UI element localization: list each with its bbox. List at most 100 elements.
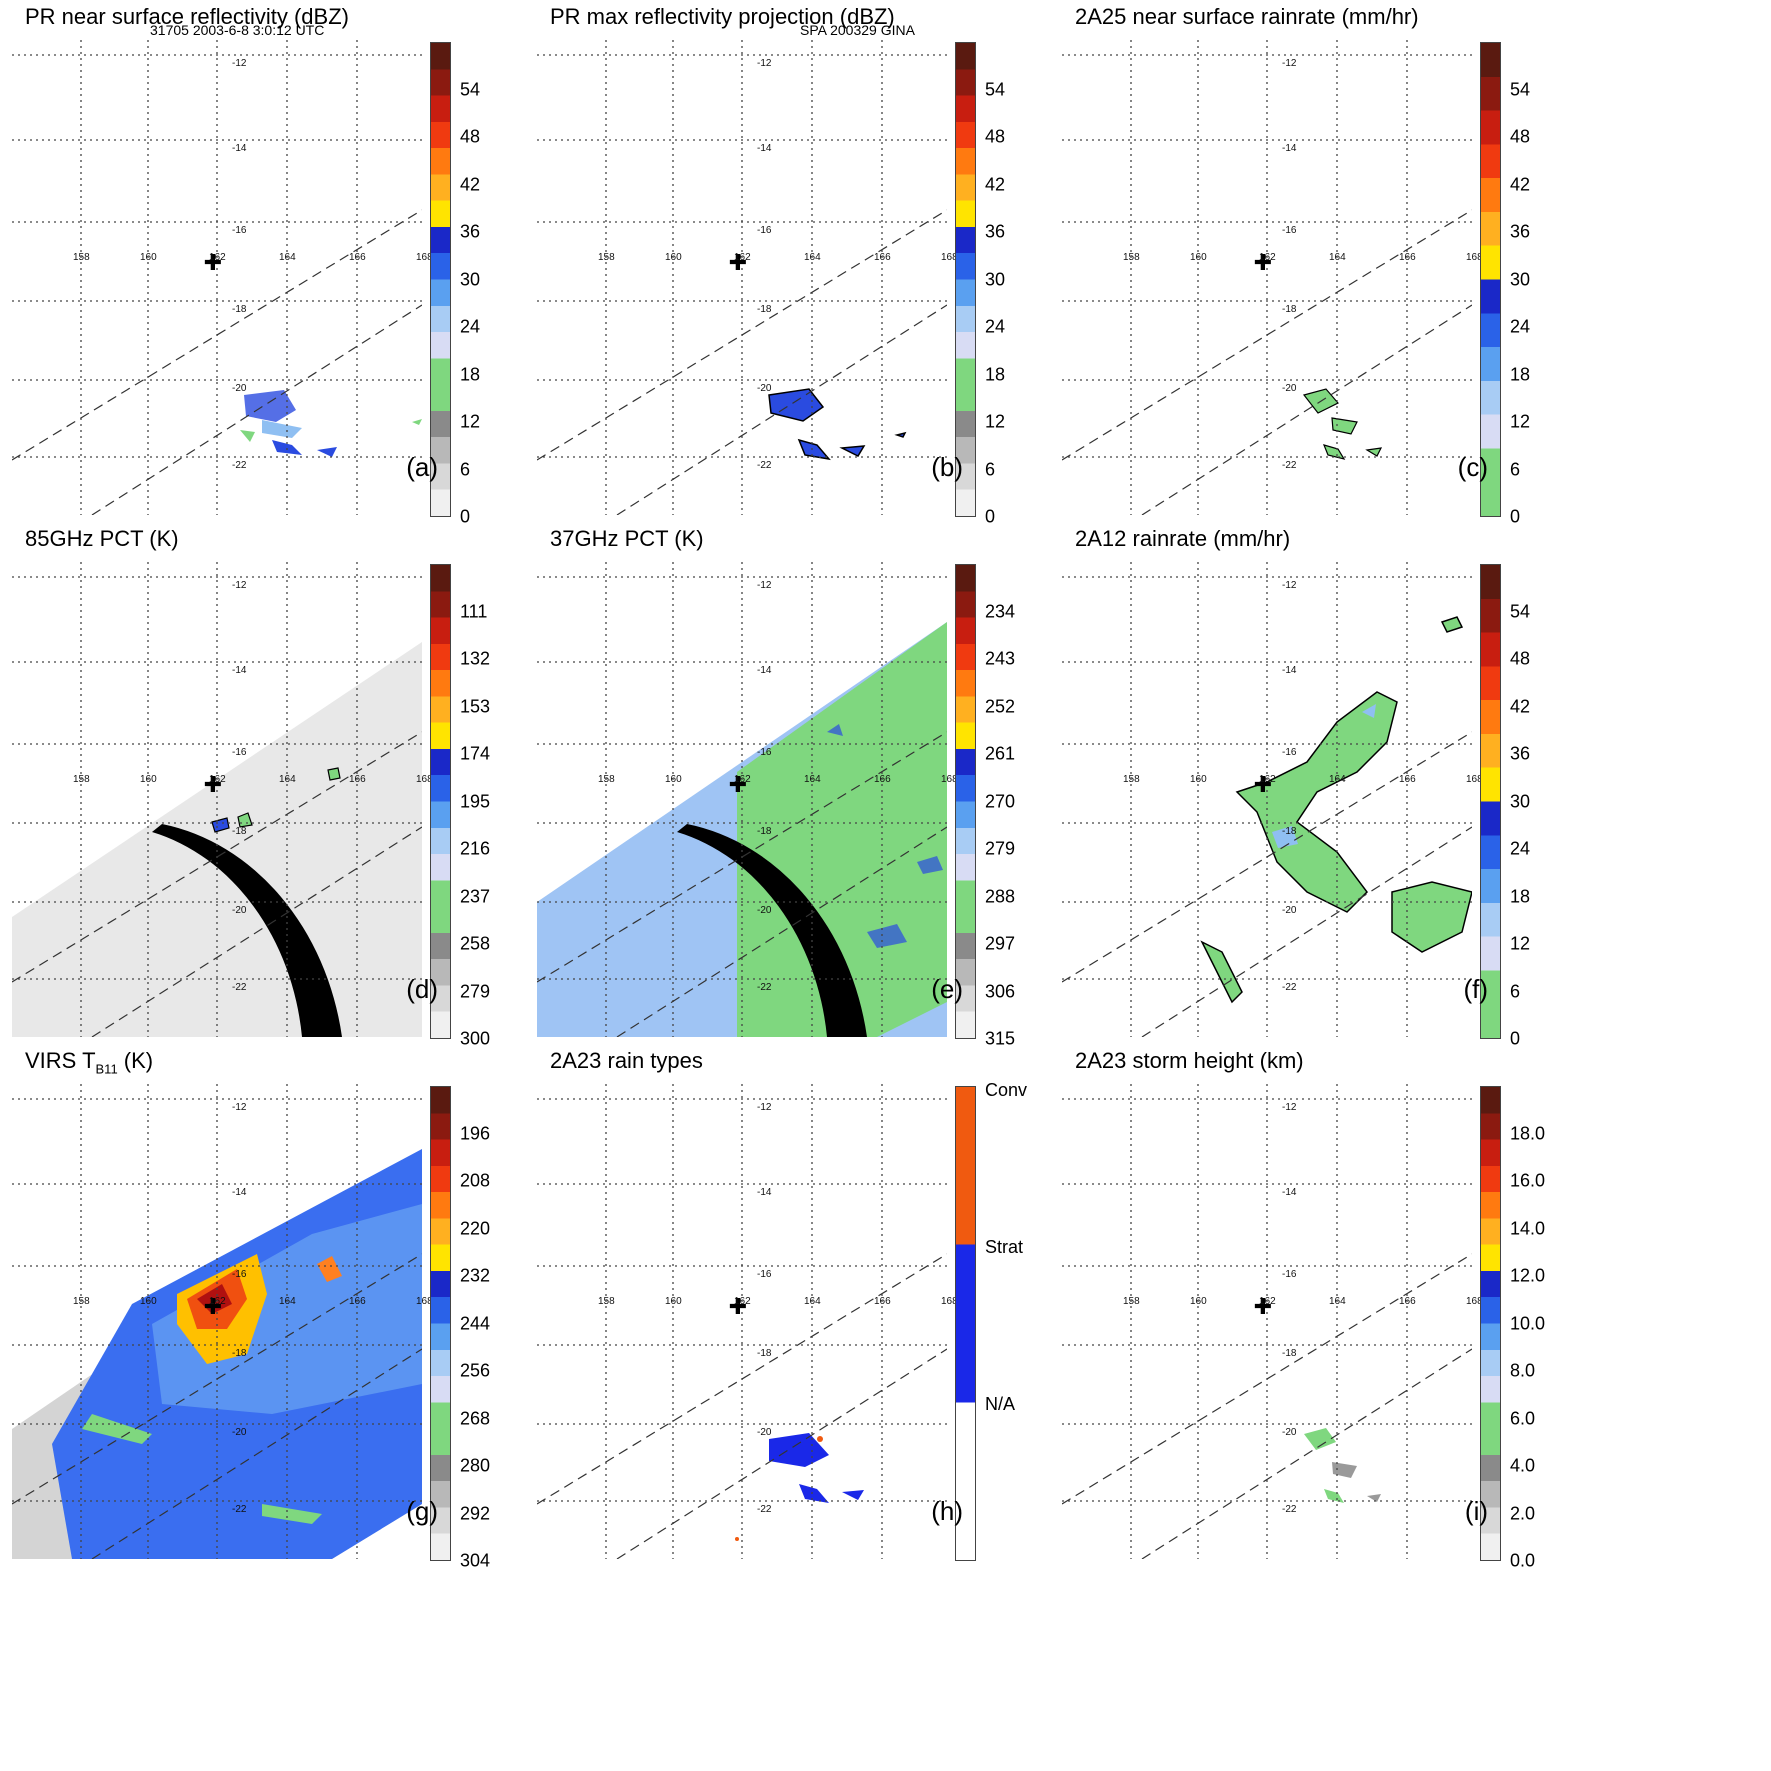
- colorbar: [430, 1086, 451, 1561]
- colorbar-tick: 30: [985, 269, 1006, 289]
- lon-label: 164: [1329, 252, 1346, 263]
- colorbar-tick: 10.0: [1510, 1313, 1546, 1333]
- colorbar-tick: 12: [1510, 933, 1531, 954]
- colorbar-ticks: 54 48 42 36 30 24 18 12 6 0: [1510, 42, 1570, 527]
- lon-label: 158: [73, 774, 90, 785]
- panel-title: 37GHz PCT (K): [550, 526, 704, 551]
- colorbar-ticks: Conv Strat N/A: [985, 1080, 1045, 1561]
- swath-edge-line: [1141, 826, 1472, 1037]
- panel-e: 37GHz PCT (K) ✚ 158 160 162 164 166 168 -12 -14…: [525, 522, 1016, 1049]
- lat-label: -20: [757, 383, 772, 394]
- graticule: [537, 562, 947, 1037]
- lon-label: 164: [804, 1296, 821, 1307]
- lon-label: 162: [209, 1296, 226, 1307]
- lat-label: -18: [232, 304, 247, 315]
- lat-label: -18: [1282, 304, 1297, 315]
- lat-label: -14: [232, 1187, 247, 1198]
- lon-label: 162: [734, 1296, 751, 1307]
- lat-label: -22: [1282, 1504, 1297, 1515]
- title-main: VIRS T: [25, 1048, 96, 1073]
- map-area: ✚ 158 160 162 164 166 168 -12 -14 -16 -18 -20 -22: [537, 562, 958, 1037]
- lon-label: 166: [1399, 1296, 1416, 1307]
- lat-label: -16: [232, 1269, 247, 1280]
- lon-label: 160: [1190, 1296, 1207, 1307]
- panel-label: (f): [1463, 974, 1488, 1004]
- lat-label: -14: [1282, 1187, 1297, 1198]
- lon-label: 166: [874, 774, 891, 785]
- lon-label: 166: [349, 774, 366, 785]
- colorbar-tick: 54: [460, 79, 481, 99]
- lat-label: -14: [757, 1187, 772, 1198]
- colorbar-tick: 258: [460, 933, 491, 954]
- colorbar-tick: 279: [460, 981, 491, 1001]
- lon-label: 158: [598, 1296, 615, 1307]
- lon-label: 166: [874, 252, 891, 263]
- lat-label: -20: [1282, 383, 1297, 394]
- colorbar-tick: 4.0: [1510, 1455, 1536, 1476]
- colorbar-tick: 0.0: [1510, 1550, 1536, 1571]
- lon-label: 160: [1190, 252, 1207, 263]
- lon-label: 166: [349, 252, 366, 263]
- lon-label: 158: [1123, 1296, 1140, 1307]
- lon-label: 160: [665, 252, 682, 263]
- colorbar-ticks: 54 48 42 36 30 24 18 12 6 0: [1510, 564, 1570, 1049]
- storm-center-marker: ✚: [729, 1295, 747, 1320]
- map-area: ✚ 158 160 162 164 166 168 -12 -14 -16 -18 -20 -22: [1062, 562, 1483, 1037]
- map-area: ✚ 158 160 162 164 166 168 -12 -14 -16 -18 -20 -22: [537, 40, 958, 515]
- panel-i: 2A23 storm height (km) ✚ 158 160 162 164 166…: [1050, 1044, 1545, 1571]
- colorbar-tick: 8.0: [1510, 1360, 1536, 1381]
- lat-label: -12: [232, 1102, 247, 1113]
- panel-label: (e): [931, 974, 963, 1004]
- lat-label: -20: [1282, 1427, 1297, 1438]
- lat-label: -12: [757, 580, 772, 591]
- swath-edge-line: [91, 1348, 422, 1559]
- panel-label: (i): [1464, 1496, 1488, 1526]
- lon-label: 164: [279, 774, 296, 785]
- lat-label: -12: [757, 1102, 772, 1113]
- swath-edge-line: [12, 731, 422, 983]
- lon-label: 158: [598, 252, 615, 263]
- colorbar-tick: 14.0: [1510, 1218, 1546, 1238]
- graticule: [537, 1084, 947, 1559]
- colorbar-tick: 42: [985, 174, 1006, 194]
- colorbar-tick: 252: [985, 696, 1016, 716]
- colorbar-tick: 270: [985, 791, 1016, 811]
- colorbar-tick: 54: [1510, 79, 1531, 99]
- title-sub: B11: [95, 1061, 118, 1077]
- lat-label: -12: [1282, 580, 1297, 591]
- storm-center-marker: ✚: [204, 773, 222, 798]
- colorbar-tick: 0: [1510, 506, 1521, 527]
- lat-label: -12: [232, 580, 247, 591]
- panel-c: 2A25 near surface rainrate (mm/hr) ✚ 158…: [1050, 0, 1540, 527]
- panel-label: (g): [406, 1496, 438, 1526]
- lat-label: -20: [232, 1427, 247, 1438]
- lon-label: 168: [1466, 252, 1483, 263]
- colorbar-tick: 12: [460, 411, 481, 432]
- colorbar-tick: 36: [1510, 743, 1531, 764]
- colorbar-tick: 174: [460, 743, 491, 764]
- colorbar-tick: 2.0: [1510, 1503, 1536, 1523]
- panel-b: PR max reflectivity projection (dBZ) ✚ 1…: [525, 0, 1015, 527]
- colorbar-tick: 48: [985, 126, 1006, 147]
- panel-label: (b): [931, 452, 963, 482]
- colorbar-tick: 42: [460, 174, 481, 194]
- colorbar-tick: 300: [460, 1028, 491, 1049]
- colorbar-tick: 232: [460, 1265, 491, 1286]
- swath-edge-line: [616, 304, 947, 515]
- lon-label: 168: [941, 1296, 958, 1307]
- lat-label: -16: [757, 1269, 772, 1280]
- colorbar-tick: 36: [985, 221, 1006, 242]
- lon-label: 160: [140, 252, 157, 263]
- colorbar-tick: 279: [985, 838, 1016, 859]
- colorbar-tick: 48: [1510, 126, 1531, 147]
- colorbar-ticks: 111 132 153 174 195 216 237 258 279 300: [460, 564, 520, 1049]
- swath-edge-line: [616, 1348, 947, 1559]
- colorbar-tick: 111: [460, 601, 488, 621]
- header-left: 31705 2003-6-8 3:0:12 UTC: [150, 22, 325, 38]
- colorbar: [1480, 42, 1501, 517]
- colorbar-tick: 24: [1510, 838, 1531, 859]
- graticule: [12, 562, 422, 1037]
- map-area: ✚ 158 160 162 164 166 168 -12 -14 -16 -18 -20 -22: [12, 40, 433, 515]
- colorbar: [1480, 564, 1501, 1039]
- swath-edge-line: [91, 826, 422, 1037]
